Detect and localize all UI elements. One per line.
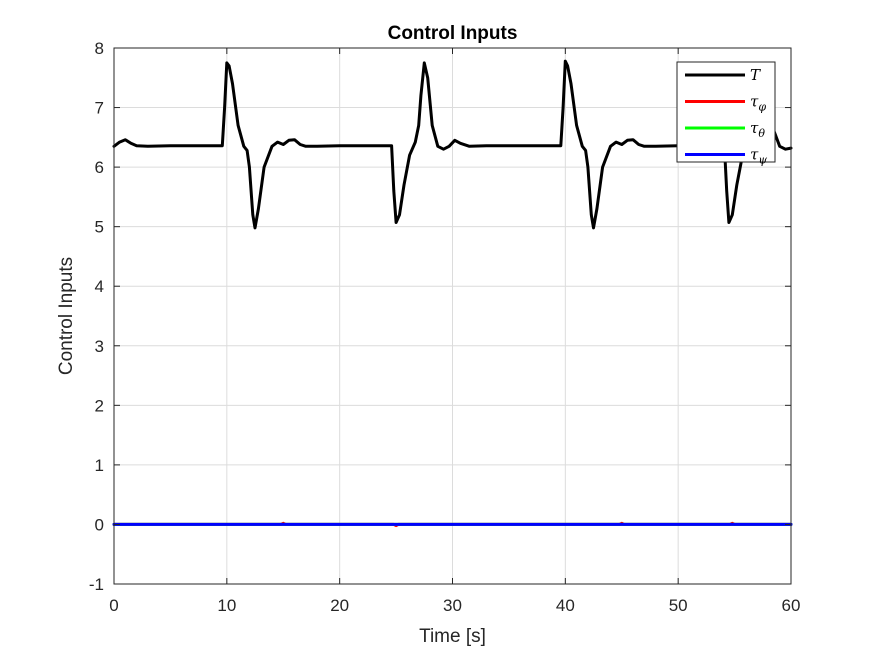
y-tick-label: 8 (95, 39, 104, 58)
x-tick-label: 10 (217, 596, 236, 615)
y-tick-label: 4 (95, 277, 104, 296)
x-tick-label: 20 (330, 596, 349, 615)
chart-title: Control Inputs (388, 23, 518, 44)
x-tick-label: 40 (556, 596, 575, 615)
y-tick-label: 7 (95, 99, 104, 118)
legend-entry-subscript: φ (758, 101, 766, 114)
legend-entry-subscript: ψ (758, 154, 767, 167)
y-axis-label: Control Inputs (56, 257, 77, 375)
y-tick-label: -1 (89, 575, 104, 594)
legend-entry-symbol: τ (750, 119, 759, 137)
y-tick-label: 0 (95, 515, 104, 534)
legend-entry-subscript: θ (758, 127, 765, 140)
y-tick-label: 6 (95, 158, 104, 177)
x-axis-label: Time [s] (419, 626, 486, 647)
legend-entry-symbol: T (750, 66, 761, 84)
y-tick-label: 5 (95, 218, 104, 237)
y-tick-label: 2 (95, 396, 104, 415)
y-tick-label: 1 (95, 456, 104, 475)
x-tick-label: 60 (782, 596, 801, 615)
x-tick-label: 50 (669, 596, 688, 615)
legend-box (676, 61, 776, 163)
tick-labels: 0 10 20 30 40 50 60 -1 0 1 2 3 4 5 6 7 8 (89, 39, 801, 615)
series-layer (112, 59, 793, 528)
x-tick-label: 30 (443, 596, 462, 615)
legend-entry: T (750, 66, 761, 84)
legend-entry: τψ (750, 146, 767, 167)
legend-entry: τφ (750, 93, 766, 114)
legend-entry-symbol: τ (750, 146, 759, 164)
ticks (113, 47, 792, 585)
x-tick-label: 0 (109, 596, 118, 615)
y-tick-label: 3 (95, 337, 104, 356)
legend-entry: τθ (750, 119, 765, 140)
legend-entry-symbol: τ (750, 93, 759, 111)
